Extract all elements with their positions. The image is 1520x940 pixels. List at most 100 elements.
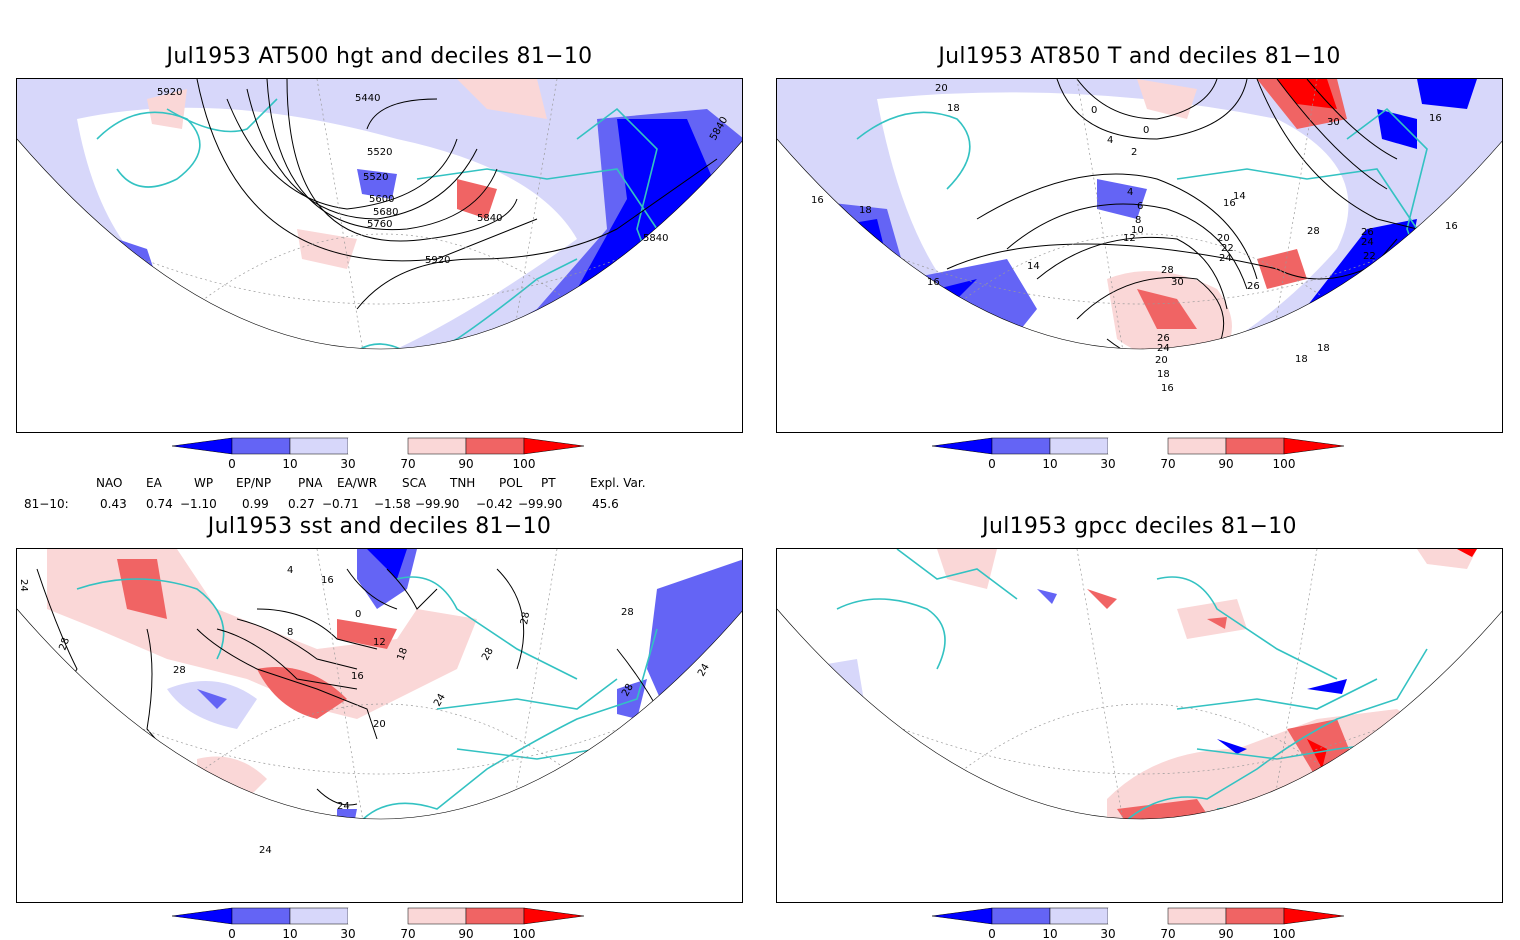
contour-label: 26	[1361, 227, 1374, 238]
panel-title-sst: Jul1953 sst and deciles 81−10	[207, 514, 552, 539]
contour-label: 5520	[363, 172, 388, 183]
colorbar-tick: 70	[400, 457, 415, 470]
contour-label: 16	[351, 671, 364, 682]
colorbar-tick: 100	[513, 457, 536, 470]
contour-label: 16	[1429, 113, 1442, 124]
colorbar-tick: 70	[400, 927, 415, 940]
contour-label: 0	[1143, 125, 1149, 136]
colorbar-tick: 30	[1100, 927, 1115, 940]
colorbar-tick: 0	[228, 457, 236, 470]
contour-label: 5440	[355, 93, 380, 104]
index-name: EA	[146, 476, 162, 490]
contour-label: 16	[927, 277, 940, 288]
index-name: POL	[499, 476, 523, 490]
contour-label: 18	[859, 205, 872, 216]
contour-label: 18	[947, 103, 960, 114]
index-value: 0.27	[288, 497, 315, 511]
contour-label: 4	[287, 565, 293, 576]
contour-label: 5840	[643, 233, 668, 244]
contour-label: 12	[373, 637, 386, 648]
contour-label: 0	[1091, 105, 1097, 116]
colorbar-tick: 70	[1160, 927, 1175, 940]
colorbar-tick: 10	[1042, 457, 1057, 470]
colorbar-tick: 90	[458, 457, 473, 470]
colorbar-tick: 90	[1218, 457, 1233, 470]
contour-label: 0	[355, 609, 361, 620]
contour-label: 16	[1161, 383, 1174, 394]
contour-label: 16	[1445, 221, 1458, 232]
index-name: PT	[541, 476, 556, 490]
contour-label: 20	[1155, 355, 1168, 366]
contour-label: 5760	[367, 219, 392, 230]
colorbar-tick: 70	[1160, 457, 1175, 470]
contour-label: 8	[1135, 215, 1141, 226]
contour-label: 5520	[367, 147, 392, 158]
contour-label: 22	[1221, 243, 1234, 254]
contour-label: 24	[1157, 343, 1170, 354]
panel-title-t850: Jul1953 AT850 T and deciles 81−10	[938, 44, 1341, 69]
index-value: −1.58	[374, 497, 411, 511]
colorbar-tick: 30	[340, 457, 355, 470]
panel-title-z500: Jul1953 AT500 hgt and deciles 81−10	[166, 44, 593, 69]
contour-label: 5600	[369, 194, 394, 205]
colorbar-tick: 100	[1273, 927, 1296, 940]
contour-label: 18	[1157, 369, 1170, 380]
colorbar-tick: 30	[1100, 457, 1115, 470]
index-value: 45.6	[592, 497, 619, 511]
contour-label: 28	[1161, 265, 1174, 276]
contour-label: 12	[1123, 233, 1136, 244]
colorbar-tick: 0	[988, 457, 996, 470]
contour-label: 22	[1363, 251, 1376, 262]
index-name: TNH	[450, 476, 476, 490]
contour-label: 2	[1131, 147, 1137, 158]
contour-label: 28	[519, 611, 532, 625]
contour-label: 26	[1247, 281, 1260, 292]
index-name: NAO	[96, 476, 123, 490]
contour-label: 24	[1361, 237, 1374, 248]
index-value: −0.42	[476, 497, 513, 511]
colorbar-tick: 10	[1042, 927, 1057, 940]
contour-label: 14	[1027, 261, 1040, 272]
colorbar-t850: 0 10 30 70 90 100	[932, 437, 1345, 470]
colorbar-sst: 0 10 30 70 90 100	[172, 907, 585, 940]
index-value: 0.74	[146, 497, 173, 511]
index-row-label: 81−10:	[24, 497, 69, 511]
colorbar-tick: 90	[1218, 927, 1233, 940]
contour-label: 16	[321, 575, 334, 586]
contour-label: 24	[337, 801, 350, 812]
contour-label: 24	[1219, 253, 1232, 264]
map-panel-z500: 5920 5440 5520 5520 5600 5680 5760 5840 …	[16, 78, 743, 433]
contour-label: 30	[1327, 117, 1340, 128]
contour-label: 4	[1127, 187, 1133, 198]
index-value: 0.99	[242, 497, 269, 511]
contour-label: 24	[18, 579, 29, 592]
index-value: −99.90	[518, 497, 563, 511]
colorbar-tick: 10	[282, 457, 297, 470]
colorbar-tick: 100	[513, 927, 536, 940]
colorbar-tick: 90	[458, 927, 473, 940]
contour-label: 20	[935, 83, 948, 94]
contour-label: 8	[287, 627, 293, 638]
contour-label: 6	[1137, 201, 1143, 212]
contour-label: 16	[811, 195, 824, 206]
colorbar-tick: 10	[282, 927, 297, 940]
colorbar-gpcc: 0 10 30 70 90 100	[932, 907, 1345, 940]
colorbar-tick: 100	[1273, 457, 1296, 470]
index-name: EP/NP	[236, 476, 272, 490]
colorbar-z500: 0 10 30 70 90 100	[172, 437, 585, 470]
index-name: PNA	[298, 476, 323, 490]
map-panel-gpcc	[776, 548, 1503, 903]
contour-label: 26	[1157, 333, 1170, 344]
contour-label: 4	[1107, 135, 1113, 146]
contour-label: 14	[1233, 191, 1246, 202]
contour-label: 28	[173, 665, 186, 676]
contour-label: 5840	[477, 213, 502, 224]
map-panel-t850: 20 18 0 4 0 2 16 18 16 4 6 8 10 12 14 16…	[776, 78, 1503, 433]
contour-label: 20	[1217, 233, 1230, 244]
contour-label: 18	[1295, 354, 1308, 365]
colorbar-tick: 30	[340, 927, 355, 940]
contour-label: 18	[395, 646, 410, 662]
contour-label: 30	[1171, 277, 1184, 288]
panel-title-gpcc: Jul1953 gpcc deciles 81−10	[982, 514, 1297, 539]
contour-label: 18	[1317, 343, 1330, 354]
